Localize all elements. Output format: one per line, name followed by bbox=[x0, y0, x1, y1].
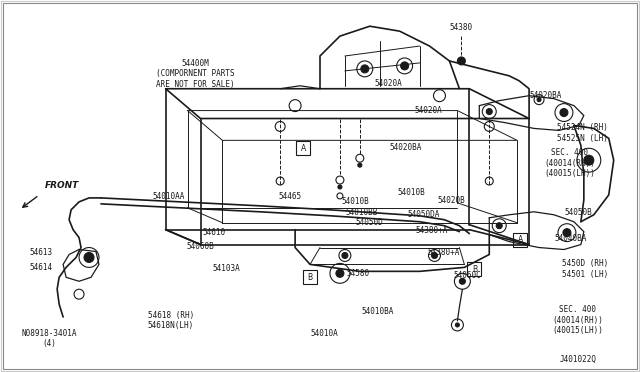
Text: A: A bbox=[300, 144, 306, 153]
Circle shape bbox=[486, 109, 492, 115]
Text: 54010BB: 54010BB bbox=[346, 208, 378, 217]
Text: B: B bbox=[472, 265, 477, 274]
Circle shape bbox=[358, 163, 362, 167]
Circle shape bbox=[401, 62, 408, 70]
FancyBboxPatch shape bbox=[296, 141, 310, 155]
FancyBboxPatch shape bbox=[513, 232, 527, 247]
Text: SEC. 400
(40014(RH))
(40015(LH)): SEC. 400 (40014(RH)) (40015(LH)) bbox=[544, 148, 595, 178]
Circle shape bbox=[361, 65, 369, 73]
Text: 54613: 54613 bbox=[29, 247, 52, 257]
Circle shape bbox=[431, 253, 438, 259]
Text: 54380: 54380 bbox=[450, 23, 473, 32]
Text: 5450D (RH)
54501 (LH): 5450D (RH) 54501 (LH) bbox=[562, 259, 608, 279]
Circle shape bbox=[84, 253, 94, 262]
Text: 54060B: 54060B bbox=[187, 241, 214, 251]
FancyBboxPatch shape bbox=[303, 270, 317, 284]
Text: 54010A: 54010A bbox=[310, 329, 338, 338]
Text: 54010BA: 54010BA bbox=[362, 307, 394, 316]
Text: 54614: 54614 bbox=[29, 263, 52, 272]
Text: 54618 (RH)
54618N(LH): 54618 (RH) 54618N(LH) bbox=[148, 311, 194, 330]
Circle shape bbox=[338, 185, 342, 189]
FancyBboxPatch shape bbox=[467, 262, 481, 276]
Text: 54103A: 54103A bbox=[212, 264, 240, 273]
Circle shape bbox=[460, 278, 465, 284]
Text: 54580: 54580 bbox=[346, 269, 369, 278]
Text: A: A bbox=[518, 235, 523, 244]
Circle shape bbox=[456, 323, 460, 327]
Text: 54400M
(COMPORNENT PARTS
ARE NOT FOR SALE): 54400M (COMPORNENT PARTS ARE NOT FOR SAL… bbox=[156, 59, 235, 89]
Text: 54020BA: 54020BA bbox=[529, 91, 561, 100]
Text: B: B bbox=[307, 273, 312, 282]
Circle shape bbox=[458, 57, 465, 65]
Text: 54010B: 54010B bbox=[397, 188, 426, 197]
Circle shape bbox=[584, 155, 594, 165]
Text: 54610: 54610 bbox=[203, 228, 226, 237]
Circle shape bbox=[560, 109, 568, 116]
Text: 54020BA: 54020BA bbox=[390, 143, 422, 152]
Text: N08918-3401A
(4): N08918-3401A (4) bbox=[21, 329, 77, 348]
Text: 54050D: 54050D bbox=[356, 218, 383, 227]
Text: 54465: 54465 bbox=[278, 192, 301, 201]
Text: 54050B: 54050B bbox=[565, 208, 593, 217]
Circle shape bbox=[537, 98, 541, 102]
Text: 54020B: 54020B bbox=[438, 196, 465, 205]
Text: 54380+A: 54380+A bbox=[428, 247, 460, 257]
Text: FRONT: FRONT bbox=[45, 181, 79, 190]
Text: SEC. 400
(40014(RH))
(40015(LH)): SEC. 400 (40014(RH)) (40015(LH)) bbox=[552, 305, 603, 335]
Text: 54010B: 54010B bbox=[342, 197, 370, 206]
Text: J401022Q: J401022Q bbox=[560, 355, 596, 364]
Circle shape bbox=[336, 269, 344, 277]
Circle shape bbox=[496, 223, 502, 229]
Circle shape bbox=[342, 253, 348, 259]
Text: 54380+A: 54380+A bbox=[415, 226, 448, 235]
Text: 54010AA: 54010AA bbox=[152, 192, 185, 201]
Text: 54020A: 54020A bbox=[415, 106, 442, 115]
Text: 54020A: 54020A bbox=[375, 79, 403, 88]
Text: 54524N (RH)
54525N (LH): 54524N (RH) 54525N (LH) bbox=[557, 124, 608, 143]
Text: 54060C: 54060C bbox=[453, 271, 481, 280]
Text: 54040BA: 54040BA bbox=[555, 234, 588, 243]
Text: 54050DA: 54050DA bbox=[408, 210, 440, 219]
Circle shape bbox=[563, 229, 571, 237]
